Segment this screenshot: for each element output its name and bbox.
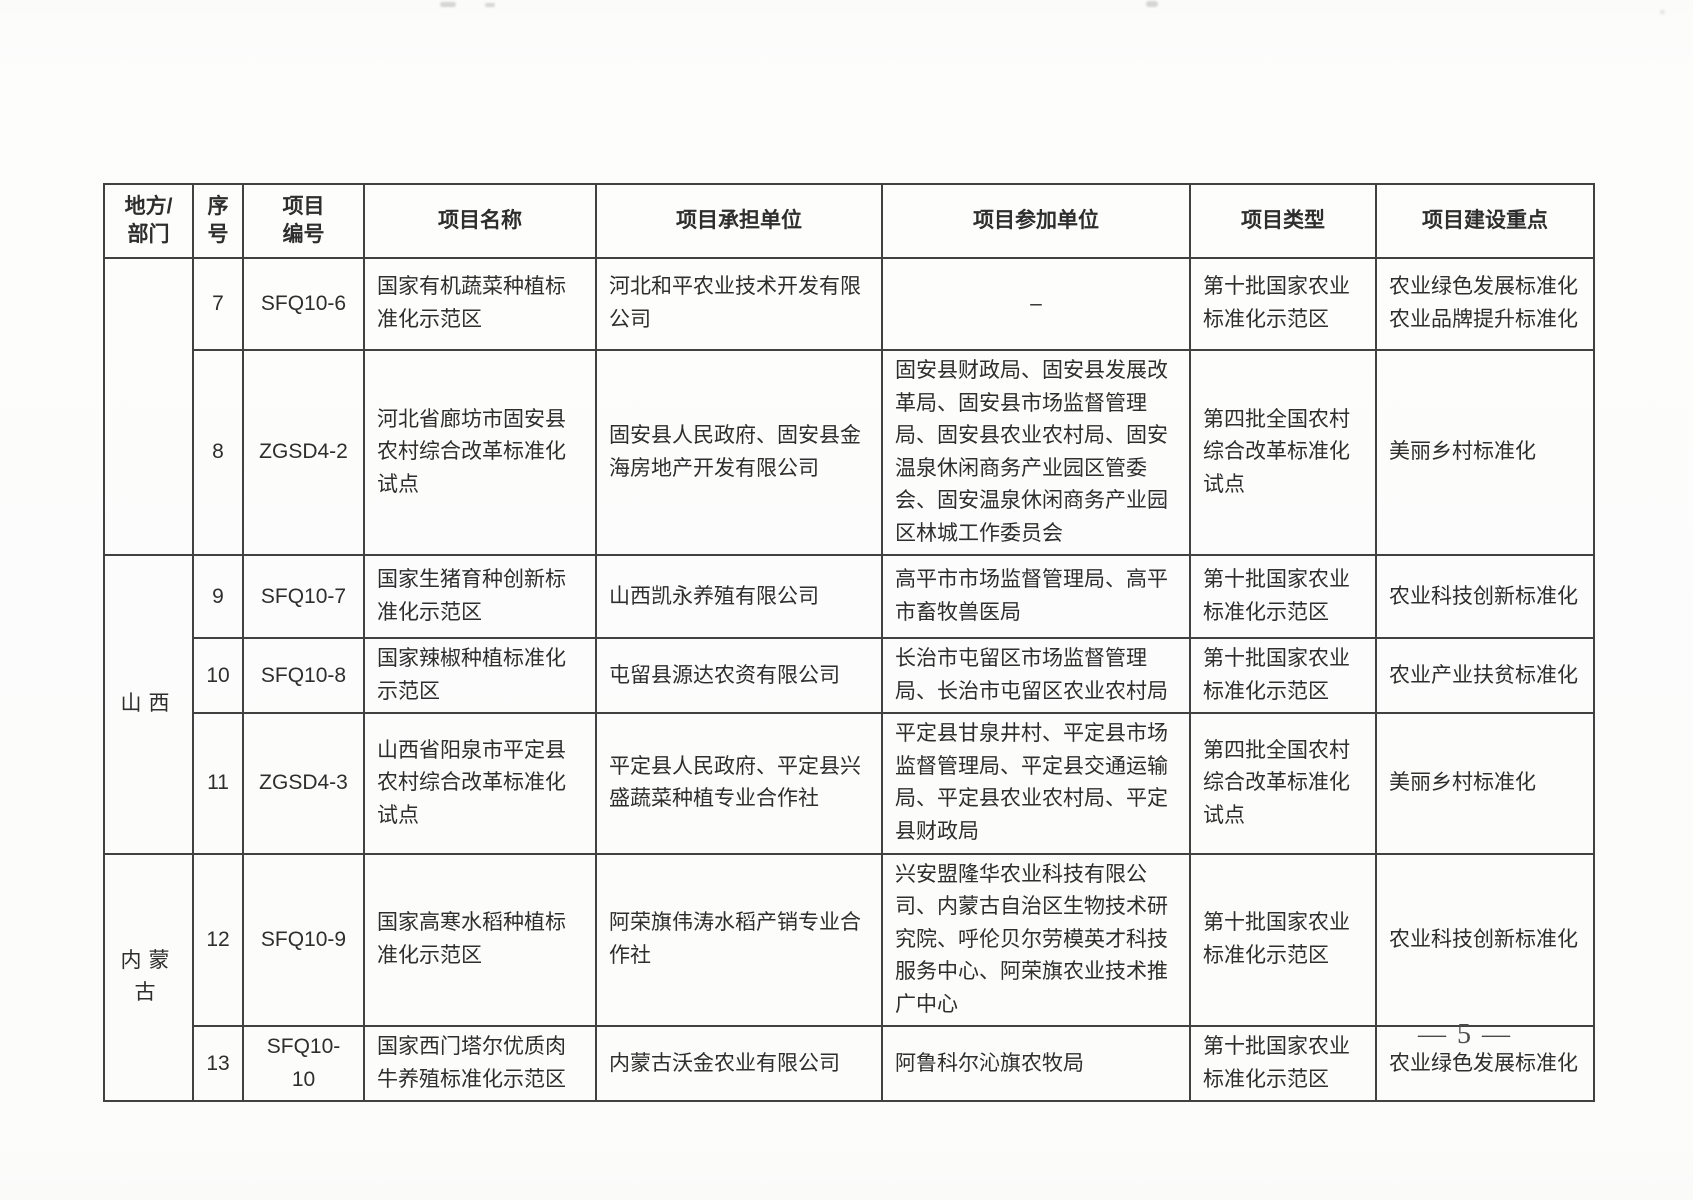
cell-type: 第十批国家农业标准化示范区 bbox=[1189, 257, 1377, 351]
table-row: 11 ZGSD4-3 山西省阳泉市平定县农村综合改革标准化试点 平定县人民政府、… bbox=[104, 712, 1595, 855]
cell-code: SFQ10-8 bbox=[242, 637, 365, 715]
cell-name: 国家辣椒种植标准化示范区 bbox=[363, 637, 597, 715]
cell-seq-no: 10 bbox=[192, 637, 244, 715]
cell-participants: 高平市市场监督管理局、高平市畜牧兽医局 bbox=[881, 554, 1191, 640]
cell-type: 第十批国家农业标准化示范区 bbox=[1189, 637, 1377, 715]
cell-focus: 农业产业扶贫标准化 bbox=[1375, 637, 1595, 715]
cell-seq-no: 11 bbox=[192, 712, 244, 855]
header-type: 项目类型 bbox=[1189, 183, 1377, 259]
cell-name: 国家生猪育种创新标准化示范区 bbox=[363, 554, 597, 640]
cell-name: 国家有机蔬菜种植标准化示范区 bbox=[363, 257, 597, 351]
cell-type: 第四批全国农村综合改革标准化试点 bbox=[1189, 712, 1377, 855]
cell-type: 第十批国家农业标准化示范区 bbox=[1189, 554, 1377, 640]
projects-table: 地方/ 部门 序 号 项目 编号 项目名称 项目承担单位 项目参加单位 项目类型… bbox=[103, 183, 1595, 1103]
table-row: 8 ZGSD4-2 河北省廊坊市固安县农村综合改革标准化试点 固安县人民政府、固… bbox=[104, 348, 1595, 557]
header-participant: 项目参加单位 bbox=[881, 183, 1191, 259]
scan-smudge bbox=[1660, 10, 1665, 14]
header-undertaker: 项目承担单位 bbox=[595, 183, 883, 259]
table-row: 内蒙 古 12 SFQ10-9 国家高寒水稻种植标准化示范区 阿荣旗伟涛水稻产销… bbox=[103, 852, 1595, 1103]
cell-undertaker: 屯留县源达农资有限公司 bbox=[595, 637, 883, 715]
cell-type: 第十批国家农业标准化示范区 bbox=[1189, 852, 1377, 1028]
header-focus: 项目建设重点 bbox=[1375, 183, 1595, 259]
region-cell bbox=[103, 256, 194, 557]
page-number: — 5 — bbox=[1418, 1019, 1512, 1050]
cell-focus: 美丽乡村标准化 bbox=[1375, 712, 1595, 855]
cell-focus: 农业绿色发展标准化 bbox=[1375, 1025, 1595, 1103]
cell-focus: 农业科技创新标准化 bbox=[1375, 554, 1595, 640]
table-row: 山西 9 SFQ10-7 国家生猪育种创新标准化示范区 山西凯永养殖有限公司 高… bbox=[103, 554, 1595, 855]
cell-undertaker: 山西凯永养殖有限公司 bbox=[595, 554, 883, 640]
cell-code: SFQ10-10 bbox=[242, 1025, 365, 1103]
cell-code: ZGSD4-3 bbox=[242, 712, 365, 855]
cell-participants: – bbox=[881, 257, 1191, 351]
cell-name: 国家高寒水稻种植标准化示范区 bbox=[363, 852, 597, 1028]
cell-undertaker: 阿荣旗伟涛水稻产销专业合作社 bbox=[595, 852, 883, 1028]
cell-name: 河北省廊坊市固安县农村综合改革标准化试点 bbox=[363, 348, 597, 557]
cell-code: SFQ10-7 bbox=[242, 554, 365, 640]
table-row: 13 SFQ10-10 国家西门塔尔优质肉牛养殖标准化示范区 内蒙古沃金农业有限… bbox=[104, 1025, 1595, 1103]
cell-participants: 阿鲁科尔沁旗农牧局 bbox=[881, 1025, 1191, 1103]
scan-smudge bbox=[440, 2, 456, 7]
region-cell: 山西 bbox=[103, 554, 194, 855]
region-cell: 内蒙 古 bbox=[103, 852, 194, 1103]
cell-name: 山西省阳泉市平定县农村综合改革标准化试点 bbox=[363, 712, 597, 855]
scan-smudge bbox=[1146, 1, 1158, 7]
header-seq-no: 序 号 bbox=[192, 183, 244, 259]
table-row: 7 SFQ10-6 国家有机蔬菜种植标准化示范区 河北和平农业技术开发有限公司 … bbox=[103, 256, 1595, 557]
cell-participants: 固安县财政局、固安县发展改革局、固安县市场监督管理局、固安县农业农村局、固安温泉… bbox=[881, 348, 1191, 557]
cell-focus: 农业科技创新标准化 bbox=[1375, 852, 1595, 1028]
header-code: 项目 编号 bbox=[242, 183, 365, 259]
cell-name: 国家西门塔尔优质肉牛养殖标准化示范区 bbox=[363, 1025, 597, 1103]
header-row: 地方/ 部门 序 号 项目 编号 项目名称 项目承担单位 项目参加单位 项目类型… bbox=[103, 183, 1595, 259]
cell-undertaker: 固安县人民政府、固安县金海房地产开发有限公司 bbox=[595, 348, 883, 557]
cell-seq-no: 13 bbox=[192, 1025, 244, 1103]
cell-seq-no: 12 bbox=[192, 852, 244, 1028]
cell-participants: 平定县甘泉井村、平定县市场监督管理局、平定县交通运输局、平定县农业农村局、平定县… bbox=[881, 712, 1191, 855]
cell-undertaker: 平定县人民政府、平定县兴盛蔬菜种植专业合作社 bbox=[595, 712, 883, 855]
cell-code: SFQ10-9 bbox=[242, 852, 365, 1028]
header-region: 地方/ 部门 bbox=[103, 183, 194, 259]
cell-undertaker: 河北和平农业技术开发有限公司 bbox=[595, 257, 883, 351]
cell-focus: 农业绿色发展标准化 农业品牌提升标准化 bbox=[1375, 257, 1595, 351]
cell-seq-no: 7 bbox=[192, 257, 244, 351]
cell-undertaker: 内蒙古沃金农业有限公司 bbox=[595, 1025, 883, 1103]
cell-type: 第十批国家农业标准化示范区 bbox=[1189, 1025, 1377, 1103]
cell-focus: 美丽乡村标准化 bbox=[1375, 348, 1595, 557]
scan-smudge bbox=[485, 3, 495, 7]
header-name: 项目名称 bbox=[363, 183, 597, 259]
cell-code: ZGSD4-2 bbox=[242, 348, 365, 557]
cell-participants: 长治市屯留区市场监督管理局、长治市屯留区农业农村局 bbox=[881, 637, 1191, 715]
cell-type: 第四批全国农村综合改革标准化试点 bbox=[1189, 348, 1377, 557]
cell-code: SFQ10-6 bbox=[242, 257, 365, 351]
cell-seq-no: 9 bbox=[192, 554, 244, 640]
cell-seq-no: 8 bbox=[192, 348, 244, 557]
table-row: 10 SFQ10-8 国家辣椒种植标准化示范区 屯留县源达农资有限公司 长治市屯… bbox=[104, 637, 1595, 715]
cell-participants: 兴安盟隆华农业科技有限公司、内蒙古自治区生物技术研究院、呼伦贝尔劳模英才科技服务… bbox=[881, 852, 1191, 1028]
